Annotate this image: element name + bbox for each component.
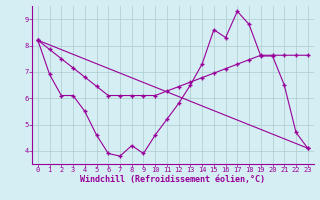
X-axis label: Windchill (Refroidissement éolien,°C): Windchill (Refroidissement éolien,°C): [80, 175, 265, 184]
